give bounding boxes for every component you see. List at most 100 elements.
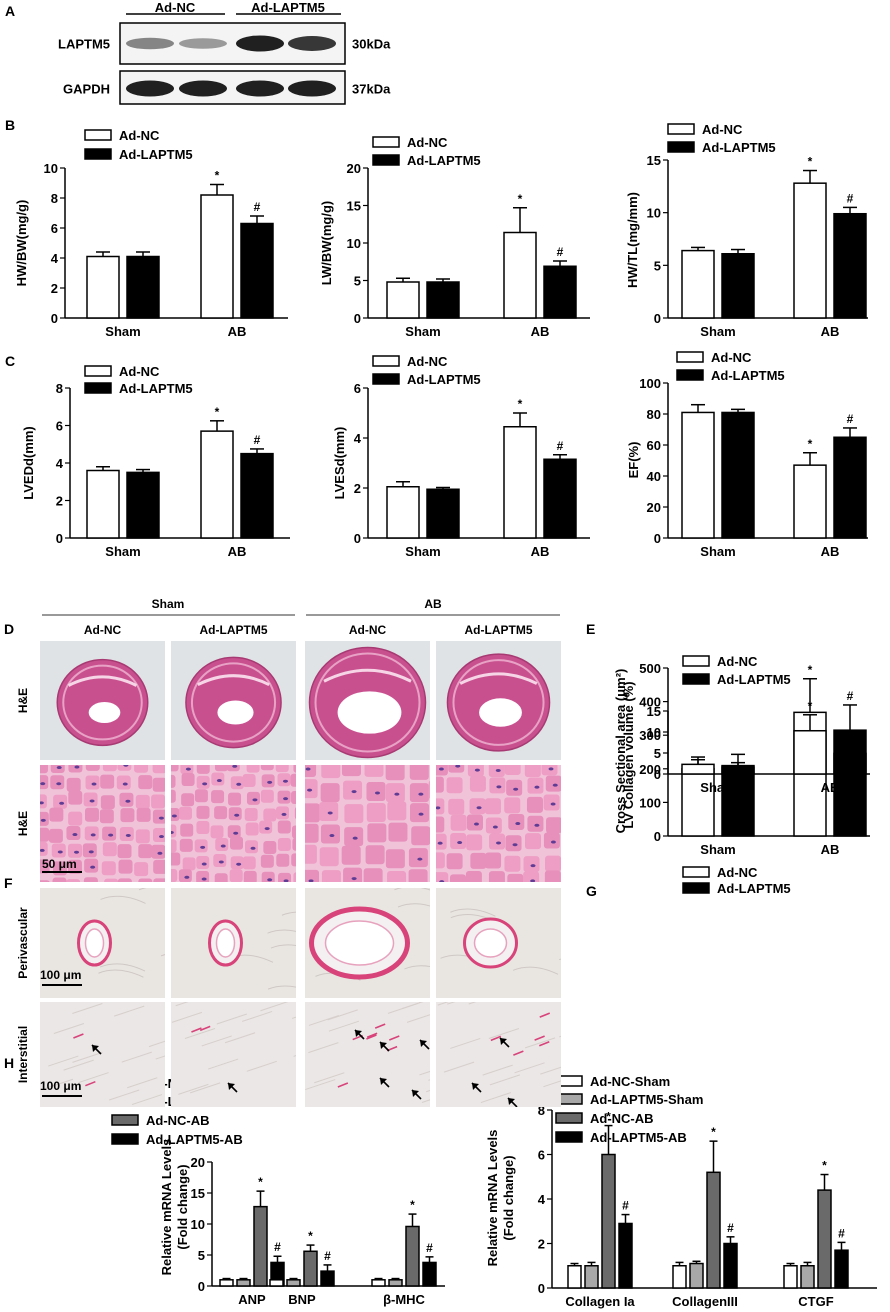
bar (126, 255, 160, 319)
vessel-lumen (215, 928, 236, 958)
y-tick-label: 6 (538, 1148, 545, 1163)
y-tick-label: 15 (191, 1186, 205, 1201)
y-tick-label: 0 (56, 531, 63, 546)
collagen-fiber (366, 1032, 378, 1038)
y-tick-label: 15 (647, 153, 661, 168)
chart-b2: 0 5 10 15 20 LW/BW(mg/g) Sham * # AB Ad-NC Ad-LAPTM… (319, 135, 590, 339)
x-category-label: AB (821, 324, 840, 339)
legend-swatch (682, 882, 710, 894)
significance-mark: * (518, 192, 523, 206)
bar (672, 1265, 687, 1289)
bar (219, 1279, 234, 1287)
significance-mark: * (711, 1125, 716, 1139)
bar (303, 1250, 318, 1287)
x-category-label: BNP (288, 1292, 316, 1307)
collagen-fiber (490, 1035, 502, 1042)
y-tick-label: 5 (198, 1248, 205, 1263)
arrow-head (380, 1078, 387, 1085)
arrow-head (380, 1042, 387, 1049)
panel-letter-b: B (5, 117, 15, 133)
histology-panel: Sham AB Ad-NC Ad-LAPTM5 Ad-NC Ad-LAPTM5 H&E H&E… (16, 597, 561, 1107)
legend-label: Ad-NC (717, 654, 758, 669)
bar (833, 212, 867, 319)
y-tick-label: 400 (639, 695, 661, 710)
y-axis-label: LVESd(mm) (332, 427, 347, 500)
panel-letter-f: F (4, 875, 13, 891)
bar (834, 1249, 849, 1289)
bar (817, 1189, 832, 1289)
scale-bar-label: 100 μm (40, 968, 81, 982)
bar (543, 265, 577, 319)
y-tick-label: 2 (51, 281, 58, 296)
bar (503, 231, 537, 319)
x-category-label: Collagen Ia (565, 1294, 635, 1309)
row-label: Perivascular (16, 907, 30, 979)
bar (567, 1265, 582, 1289)
legend-label: Ad-NC-AB (146, 1113, 210, 1128)
scale-bar-label: 100 μm (40, 1079, 81, 1093)
y-axis-label: LW/BW(mg/g) (319, 201, 334, 285)
significance-mark: * (606, 1110, 611, 1124)
significance-mark: * (808, 699, 813, 713)
y-tick-label: 20 (347, 161, 361, 176)
panel-letter-d: D (4, 621, 14, 637)
significance-mark: * (808, 663, 813, 677)
significance-mark: # (847, 732, 854, 746)
x-category-label: Sham (700, 544, 735, 559)
x-category-label: Sham (700, 842, 735, 857)
legend-swatch (372, 154, 400, 166)
panel-letter-h: H (4, 1055, 14, 1071)
y-tick-label: 8 (56, 381, 63, 396)
legend-swatch (676, 369, 704, 381)
x-category-label: Sham (405, 544, 440, 559)
legend-label: Ad-LAPTM5 (711, 368, 785, 383)
micrograph (436, 1002, 561, 1107)
legend-label: Ad-NC (407, 135, 448, 150)
legend-swatch (84, 382, 112, 394)
y-tick-label: 4 (538, 1192, 546, 1207)
x-category-label: AB (531, 324, 550, 339)
significance-mark: # (622, 1199, 629, 1213)
micrograph (40, 888, 165, 998)
row-label: H&E (16, 811, 30, 836)
bar (371, 1279, 386, 1287)
chart-c2: 0 2 4 6 LVESd(mm) Sham * # AB Ad-NC Ad-LAPTM5 (332, 354, 590, 559)
bar (543, 458, 577, 539)
panel-letter-a: A (5, 3, 15, 19)
collagen-fiber (374, 1023, 386, 1029)
blot-group-label-ad-nc: Ad-NC (155, 0, 196, 15)
panel-letter-c: C (5, 353, 15, 369)
vessel-lumen (473, 928, 508, 958)
blot-band (179, 80, 227, 97)
legend-swatch (682, 655, 710, 667)
y-tick-label: 20 (647, 500, 661, 515)
micrograph (40, 1002, 165, 1107)
vessel-lumen (324, 920, 395, 966)
y-tick-label: 8 (538, 1103, 545, 1118)
collagen-fiber (337, 1082, 349, 1088)
micrograph (171, 765, 296, 882)
bar (503, 426, 537, 539)
blot-protein-label: LAPTM5 (58, 37, 110, 52)
micrograph (436, 641, 561, 760)
micrograph (305, 765, 430, 882)
y-tick-label: 40 (647, 469, 661, 484)
y-tick-label: 0 (654, 829, 661, 844)
legend-swatch (667, 123, 695, 135)
collagen-fiber (85, 1080, 96, 1087)
y-tick-label: 10 (44, 161, 58, 176)
legend-label: Ad-LAPTM5 (407, 153, 481, 168)
micrograph (436, 765, 561, 882)
y-tick-label: 6 (51, 221, 58, 236)
arrow-head (355, 1030, 362, 1037)
bar (618, 1222, 633, 1289)
bar (721, 764, 755, 775)
y-tick-label: 10 (347, 236, 361, 251)
ventricle-lumen (337, 691, 402, 734)
collagen-fiber (73, 1033, 84, 1039)
x-category-label: AB (821, 544, 840, 559)
y-axis-label-2: (Fold change) (175, 1164, 190, 1249)
legend-swatch (555, 1112, 583, 1124)
